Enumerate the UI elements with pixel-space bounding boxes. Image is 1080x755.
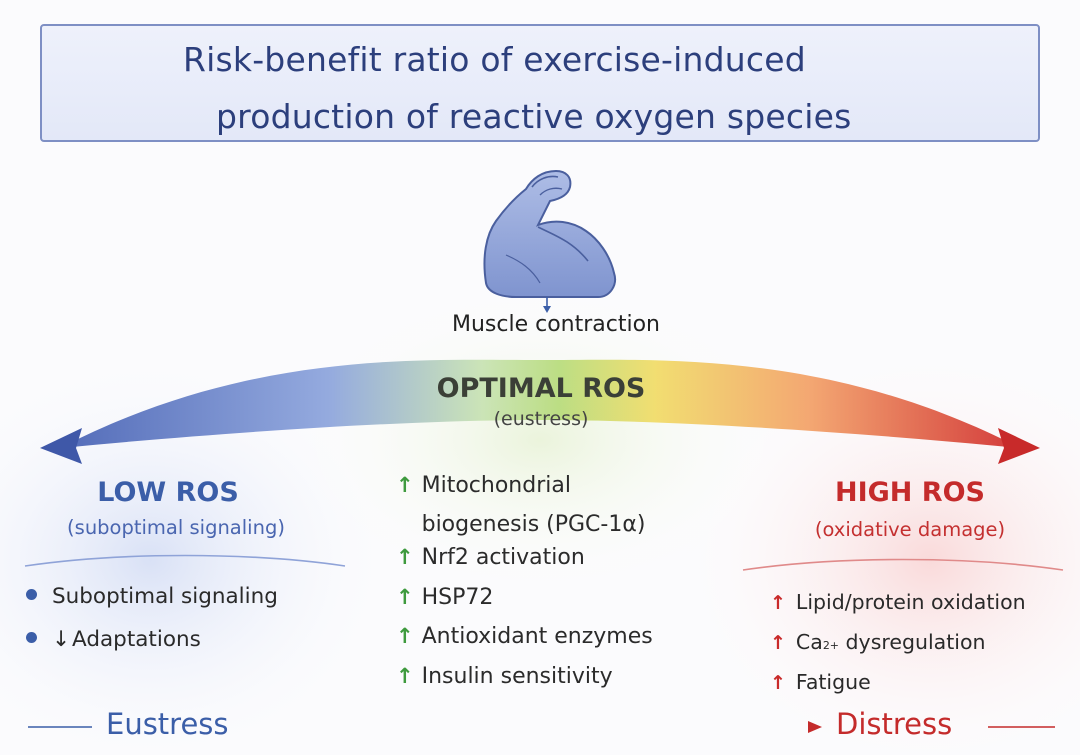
distress-label: Distress	[836, 707, 953, 741]
title-line-2: production of reactive oxygen species	[216, 97, 852, 136]
right-arrow-head	[998, 428, 1040, 464]
high-ros-subheading: (oxidative damage)	[814, 518, 1006, 541]
low-item: ↓ Adaptations	[26, 627, 278, 670]
ros-arch	[40, 359, 1040, 464]
down-arrow-icon: ↓	[52, 627, 71, 652]
up-arrow-icon: ↑	[396, 473, 414, 497]
muscle-caption: Muscle contraction	[451, 312, 661, 337]
bullet-icon	[26, 589, 37, 600]
up-arrow-icon: ↑	[396, 545, 414, 569]
up-arrow-icon: ↑	[770, 592, 786, 614]
low-item: Suboptimal signaling	[26, 584, 278, 627]
high-divider	[742, 558, 1064, 571]
optimal-effects-list: ↑ Mitochondrial biogenesis (PGC-1α) ↑ Nr…	[396, 466, 653, 703]
low-ros-list: Suboptimal signaling ↓ Adaptations	[26, 584, 278, 670]
optimal-subheading: (eustress)	[493, 408, 589, 430]
high-item: ↑ Ca 2+ dysregulation	[770, 630, 986, 654]
up-arrow-icon: ↑	[396, 584, 414, 609]
low-ros-heading: LOW ROS	[97, 477, 239, 508]
high-ros-list: ↑ Lipid/protein oxidation ↑ Ca 2+ dysregu…	[770, 590, 1026, 710]
effect-item: ↑ Insulin sensitivity	[396, 663, 613, 689]
bullet-icon	[26, 632, 37, 643]
effect-item: ↑ Nrf2 activation	[396, 545, 585, 570]
up-arrow-icon: ↑	[770, 672, 786, 694]
effect-item: ↑ Mitochondrial biogenesis (PGC-1α)	[396, 473, 646, 537]
title-line-1: Risk-benefit ratio of exercise-induced	[183, 40, 806, 79]
effect-item: ↑ HSP72	[396, 584, 494, 610]
left-arrow-head	[40, 428, 82, 464]
high-item: ↑ Lipid/protein oxidation	[770, 590, 1026, 614]
high-ros-heading: HIGH ROS	[835, 477, 985, 508]
title-box	[40, 24, 1040, 142]
up-arrow-icon: ↑	[770, 632, 786, 654]
low-ros-subheading: (suboptimal signaling)	[67, 516, 285, 539]
optimal-heading: OPTIMAL ROS	[436, 373, 646, 404]
up-arrow-icon: ↑	[396, 663, 414, 688]
eustress-distress-scale	[28, 721, 1055, 733]
flexed-arm-icon	[483, 169, 616, 313]
high-item: ↑ Fatigue	[770, 670, 871, 694]
up-arrow-icon: ↑	[396, 624, 414, 648]
effect-item: ↑ Antioxidant enzymes	[396, 624, 653, 649]
low-divider	[24, 554, 346, 567]
eustress-label: Eustress	[106, 707, 229, 741]
